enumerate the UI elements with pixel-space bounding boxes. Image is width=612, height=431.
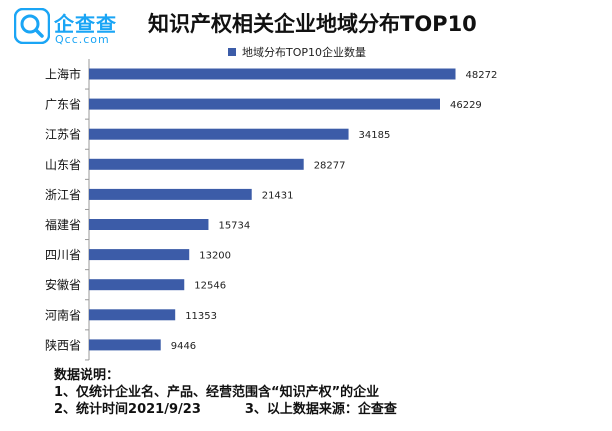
- notes-line-2b: 3、以上数据来源：企查查: [244, 402, 397, 417]
- data-label: 9446: [171, 341, 196, 352]
- bar: [89, 279, 185, 291]
- category-label: 广东省: [45, 98, 81, 112]
- data-label: 28277: [314, 160, 346, 171]
- data-label: 12546: [194, 281, 226, 292]
- notes-line-1: 1、仅统计企业名、产品、经营范围含“知识产权”的企业: [54, 385, 380, 400]
- bar: [89, 249, 190, 261]
- data-label: 34185: [359, 130, 391, 141]
- category-label: 福建省: [45, 217, 81, 232]
- bar: [89, 68, 456, 80]
- data-label: 48272: [466, 70, 498, 81]
- qcc-logo-icon: [14, 8, 50, 44]
- category-label: 上海市: [45, 67, 81, 82]
- bar: [89, 188, 252, 200]
- category-label: 江苏省: [45, 128, 81, 142]
- category-label: 安徽省: [45, 277, 81, 292]
- logo-domain: Qcc.com: [55, 33, 110, 46]
- qcc-logo: 企查查 Qcc.com: [14, 6, 134, 46]
- data-label: 21431: [262, 190, 294, 201]
- bar: [89, 128, 349, 140]
- legend-swatch: [228, 48, 236, 56]
- category-label: 陕西省: [45, 337, 81, 352]
- notes-line-2: 2、统计时间2021/9/23 3、以上数据来源：企查查: [54, 401, 397, 418]
- notes-heading: 数据说明：: [54, 368, 120, 383]
- category-label: 四川省: [45, 248, 81, 262]
- category-label: 浙江省: [45, 188, 81, 202]
- category-label: 山东省: [45, 158, 81, 172]
- data-label: 15734: [218, 221, 250, 232]
- bar: [89, 309, 176, 321]
- chart-title: 知识产权相关企业地域分布TOP10: [148, 12, 477, 36]
- chart-legend: 地域分布TOP10企业数量: [228, 44, 366, 60]
- logo-brand-name: 企查查: [54, 12, 117, 36]
- data-label: 13200: [199, 251, 231, 262]
- data-label: 46229: [450, 100, 482, 111]
- data-notes: 数据说明： 1、仅统计企业名、产品、经营范围含“知识产权”的企业 2、统计时间2…: [54, 367, 397, 418]
- bar: [89, 98, 440, 110]
- bar: [89, 158, 304, 170]
- data-label: 11353: [185, 311, 217, 322]
- category-label: 河南省: [45, 307, 81, 322]
- legend-label: 地域分布TOP10企业数量: [242, 46, 367, 59]
- bar: [89, 219, 209, 230]
- bar: [89, 339, 161, 351]
- notes-line-2a: 2、统计时间2021/9/23: [54, 402, 201, 417]
